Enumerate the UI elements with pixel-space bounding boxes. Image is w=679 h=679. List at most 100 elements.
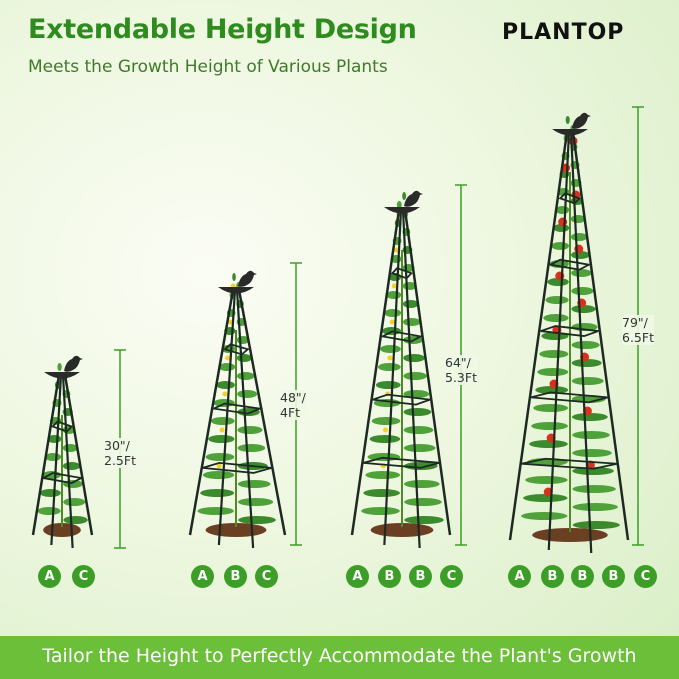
leaf — [529, 440, 568, 448]
bird-bath-bowl — [218, 287, 254, 294]
part-badge-a: A — [346, 565, 369, 588]
trellis-ring — [547, 258, 592, 271]
leaf — [571, 305, 596, 313]
trellis-1 — [31, 349, 126, 549]
bird-ornament — [64, 355, 83, 372]
trellis-ring — [202, 461, 272, 474]
leaf — [384, 309, 402, 317]
leaf — [572, 521, 620, 529]
leaf — [237, 444, 266, 452]
leaf — [371, 417, 401, 425]
part-badge-c: C — [255, 565, 278, 588]
leaf — [216, 381, 235, 389]
leaf — [63, 498, 86, 506]
flower — [389, 319, 395, 325]
leaf — [237, 390, 258, 398]
trellis-leg — [235, 289, 255, 549]
bird-bath-bowl — [552, 129, 588, 136]
leaf — [232, 273, 236, 281]
height-label: 30"/2.5Ft — [104, 438, 136, 468]
trellis-ring — [362, 456, 440, 469]
leaf — [62, 462, 81, 470]
leaf — [403, 408, 432, 416]
trellis-leg — [569, 131, 593, 554]
flower — [391, 283, 397, 289]
part-badge-c: C — [72, 565, 95, 588]
height-inches: 64"/ — [445, 355, 471, 370]
leaf — [572, 431, 610, 439]
flower — [225, 355, 231, 361]
leaf — [403, 354, 425, 362]
leaf — [403, 390, 430, 398]
height-label: 64"/5.3Ft — [445, 355, 477, 385]
part-badge-a: A — [38, 565, 61, 588]
leaf — [197, 507, 234, 515]
trellis-leg — [571, 131, 630, 541]
leaf — [531, 422, 568, 430]
leaf — [539, 350, 569, 358]
height-label: 48"/4Ft — [280, 390, 306, 420]
trellis-ring — [379, 330, 424, 343]
leaf — [404, 498, 442, 506]
leaf — [363, 489, 400, 497]
height-feet: 2.5Ft — [104, 453, 136, 468]
height-inches: 79"/ — [622, 315, 648, 330]
leaf — [57, 363, 62, 371]
leaf — [543, 314, 569, 322]
part-badge-b: B — [541, 565, 564, 588]
part-badge-b: B — [224, 565, 247, 588]
leaf — [571, 341, 600, 349]
part-badge-c: C — [440, 565, 463, 588]
leaf — [403, 426, 434, 434]
trellis-4 — [508, 106, 644, 554]
bird-ornament — [572, 112, 591, 129]
height-feet: 6.5Ft — [622, 330, 654, 345]
leaf — [545, 296, 569, 304]
trellis-leg — [188, 289, 235, 536]
trellis-ring — [210, 402, 264, 415]
bird-bath-bowl — [384, 207, 420, 214]
trellis-ring — [372, 393, 431, 406]
leaf — [404, 516, 444, 524]
bird-bath-bowl — [44, 372, 80, 379]
trellis-leg — [31, 374, 61, 536]
leaf — [380, 345, 401, 353]
leaf — [386, 291, 402, 299]
height-feet: 5.3Ft — [445, 370, 477, 385]
part-badge-c: C — [634, 565, 657, 588]
trellis-ring — [390, 267, 413, 280]
part-badge-b: B — [409, 565, 432, 588]
leaf — [200, 489, 235, 497]
page-subtitle: Meets the Growth Height of Various Plant… — [28, 57, 388, 77]
leaf — [565, 116, 570, 124]
trellis-3 — [350, 184, 467, 549]
bird-ornament — [238, 270, 257, 287]
leaf — [521, 512, 568, 520]
leaf — [535, 386, 569, 394]
leaf — [361, 507, 400, 515]
leaf — [571, 251, 590, 259]
leaf — [236, 372, 255, 380]
leaf — [402, 318, 421, 326]
leaf — [571, 377, 604, 385]
flower — [394, 247, 400, 253]
part-badge-b: B — [378, 565, 401, 588]
leaf — [570, 233, 588, 241]
flower — [219, 427, 225, 433]
leaf — [205, 453, 235, 461]
leaf — [572, 449, 612, 457]
flower — [387, 355, 393, 361]
leaf — [39, 489, 61, 497]
leaf — [537, 368, 569, 376]
trellis-ring — [51, 420, 74, 433]
footer-banner-text: Tailor the Height to Perfectly Accommoda… — [42, 645, 637, 667]
leaf — [547, 278, 569, 286]
trellis-leg — [508, 131, 569, 541]
trellis-ring — [530, 391, 608, 404]
leaf — [369, 435, 401, 443]
trellis-ring — [40, 472, 85, 484]
leaf — [402, 300, 419, 308]
trellis-2 — [188, 262, 302, 549]
footer-banner: Tailor the Height to Perfectly Accommoda… — [0, 636, 679, 679]
height-inches: 48"/ — [280, 390, 306, 405]
